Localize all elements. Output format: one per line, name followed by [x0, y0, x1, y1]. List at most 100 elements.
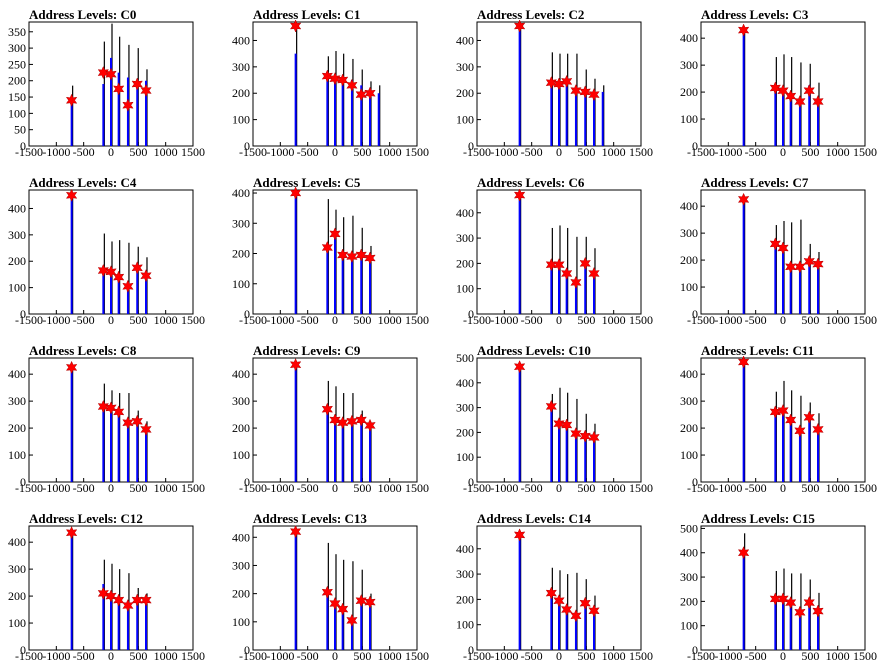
star-marker: [769, 592, 782, 606]
x-tick-label: -500: [73, 481, 95, 495]
subplot-2: Address Levels: C2 0 100 200 300 400 -1500 -100…: [456, 7, 653, 159]
x-tick-label: -500: [745, 481, 767, 495]
y-tick-label: 0: [20, 643, 26, 657]
y-tick-label: 50: [14, 123, 26, 137]
star-marker: [321, 402, 334, 416]
y-tick-label: 300: [456, 401, 474, 415]
star-marker: [97, 263, 110, 278]
subplot-15: Address Levels: C15 0 100 200 300 400 500 -1500…: [680, 511, 877, 663]
y-tick-label: 400: [680, 199, 698, 213]
subplot-6: Address Levels: C6 0 100 200 300 400 -1500 -100…: [456, 175, 653, 327]
x-tick-label: 1500: [181, 145, 205, 159]
star-marker: [737, 23, 750, 37]
y-tick-label: 0: [692, 475, 698, 489]
x-tick-label: -500: [521, 145, 543, 159]
y-tick-label: 400: [232, 367, 250, 381]
x-tick-label: -1000: [714, 145, 742, 159]
y-tick-label: 400: [8, 535, 26, 549]
star-marker: [769, 81, 782, 95]
subplot-title: Address Levels: C15: [701, 511, 815, 526]
y-tick-label: 400: [232, 33, 250, 47]
star-marker: [105, 265, 117, 279]
x-tick-label: 1500: [181, 313, 205, 327]
x-tick-label: -1500: [687, 649, 715, 663]
x-tick-label: -1000: [714, 313, 742, 327]
x-tick-label: 1500: [853, 481, 877, 495]
y-tick-label: 200: [232, 247, 250, 261]
x-tick-label: 1000: [378, 649, 402, 663]
x-tick-label: 0: [780, 145, 786, 159]
x-tick-label: 0: [332, 145, 338, 159]
y-tick-label: 400: [8, 367, 26, 381]
star-marker: [131, 593, 143, 607]
x-tick-label: -1500: [239, 313, 267, 327]
x-tick-label: 500: [801, 481, 819, 495]
star-marker: [784, 595, 797, 610]
star-marker: [131, 414, 143, 428]
star-marker: [112, 270, 125, 284]
x-tick-label: 500: [577, 649, 595, 663]
star-marker: [97, 399, 110, 414]
star-marker: [329, 413, 341, 427]
y-tick-label: 100: [8, 616, 26, 630]
x-tick-label: -500: [745, 145, 767, 159]
x-tick-label: 1000: [378, 145, 402, 159]
y-tick-label: 100: [456, 618, 474, 632]
y-tick-label: 400: [456, 376, 474, 390]
x-tick-label: -1000: [266, 649, 294, 663]
x-tick-label: 0: [108, 145, 114, 159]
x-tick-label: -500: [73, 145, 95, 159]
subplot-title: Address Levels: C11: [701, 343, 814, 358]
star-marker: [588, 430, 600, 445]
star-marker: [545, 586, 558, 600]
star-marker: [579, 256, 591, 271]
y-tick-label: 200: [232, 421, 250, 435]
star-marker: [570, 83, 582, 98]
star-marker: [803, 84, 815, 98]
subplot-3: Address Levels: C3 0 100 200 300 400 -1500 -100…: [680, 7, 877, 159]
x-tick-label: -1000: [266, 145, 294, 159]
y-tick-label: 100: [232, 615, 250, 629]
x-tick-label: 1000: [602, 313, 626, 327]
star-marker: [560, 418, 573, 432]
star-marker: [131, 261, 143, 275]
subplot-title: Address Levels: C0: [29, 7, 136, 22]
x-tick-label: 1000: [826, 481, 850, 495]
x-tick-label: 0: [556, 481, 562, 495]
x-tick-label: 1500: [405, 313, 429, 327]
x-tick-label: -500: [521, 313, 543, 327]
x-tick-label: -500: [745, 649, 767, 663]
y-tick-label: 0: [692, 643, 698, 657]
x-tick-label: -1500: [15, 649, 43, 663]
star-marker: [570, 275, 582, 290]
x-tick-label: 500: [577, 145, 595, 159]
star-marker: [329, 227, 341, 241]
star-marker: [784, 89, 797, 103]
y-tick-label: 0: [244, 139, 250, 153]
y-tick-label: 200: [680, 85, 698, 99]
x-tick-label: 1000: [154, 481, 178, 495]
y-tick-label: 100: [680, 448, 698, 462]
y-tick-label: 400: [456, 206, 474, 220]
star-marker: [65, 188, 78, 202]
x-tick-label: -1000: [266, 313, 294, 327]
x-tick-label: 1000: [378, 481, 402, 495]
star-marker: [329, 72, 341, 86]
x-tick-label: 0: [780, 481, 786, 495]
y-tick-label: 300: [680, 570, 698, 584]
y-tick-label: 300: [680, 394, 698, 408]
star-marker: [570, 609, 582, 623]
y-tick-label: 150: [8, 90, 26, 104]
star-marker: [513, 19, 526, 33]
star-marker: [579, 429, 591, 443]
y-tick-label: 300: [456, 231, 474, 245]
y-tick-label: 200: [456, 592, 474, 606]
x-tick-label: 1000: [154, 649, 178, 663]
y-tick-label: 400: [456, 33, 474, 47]
x-tick-label: 500: [577, 313, 595, 327]
star-marker: [545, 258, 558, 272]
star-marker: [769, 237, 782, 251]
y-tick-label: 100: [8, 448, 26, 462]
star-marker: [364, 86, 376, 100]
y-tick-label: 300: [456, 60, 474, 74]
